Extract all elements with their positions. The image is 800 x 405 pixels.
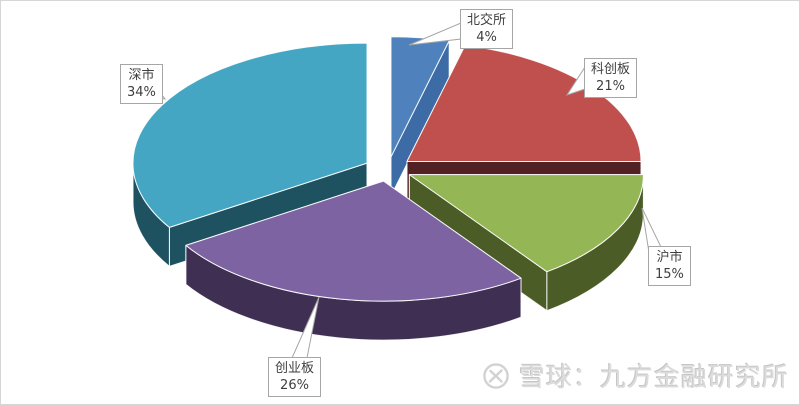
callout-beijiaosuo: 北交所 4% (460, 9, 514, 49)
callout-hushi-label: 沪市 (656, 250, 683, 265)
callout-shenshi-value: 34% (127, 85, 156, 100)
watermark-text: 雪球：九方金融研究所 (518, 363, 789, 393)
pie-slice-ss-top (132, 42, 368, 228)
callout-chuangyeban-label: 创业板 (275, 361, 315, 376)
watermark: 雪球：九方金融研究所 (482, 357, 789, 394)
xueqiu-logo-icon (483, 362, 509, 389)
pie-slice-hs-top (408, 174, 644, 273)
callout-kechuangban-value: 21% (596, 79, 625, 94)
callout-shenshi-label: 深市 (128, 68, 155, 83)
callout-shenshi: 深市 34% (120, 64, 163, 104)
pie-slice-cyb-top (185, 180, 522, 302)
callout-chuangyeban: 创业板 26% (268, 357, 322, 397)
callout-kechuangban-label: 科创板 (591, 62, 631, 77)
callout-beijiaosuo-label: 北交所 (467, 13, 507, 28)
callout-chuangyeban-value: 26% (280, 378, 309, 393)
callout-kechuangban: 科创板 21% (584, 58, 638, 98)
callout-pointer-bjs (408, 22, 462, 46)
callout-beijiaosuo-value: 4% (476, 30, 497, 45)
callout-hushi: 沪市 15% (648, 246, 691, 286)
callout-hushi-value: 15% (655, 267, 684, 282)
